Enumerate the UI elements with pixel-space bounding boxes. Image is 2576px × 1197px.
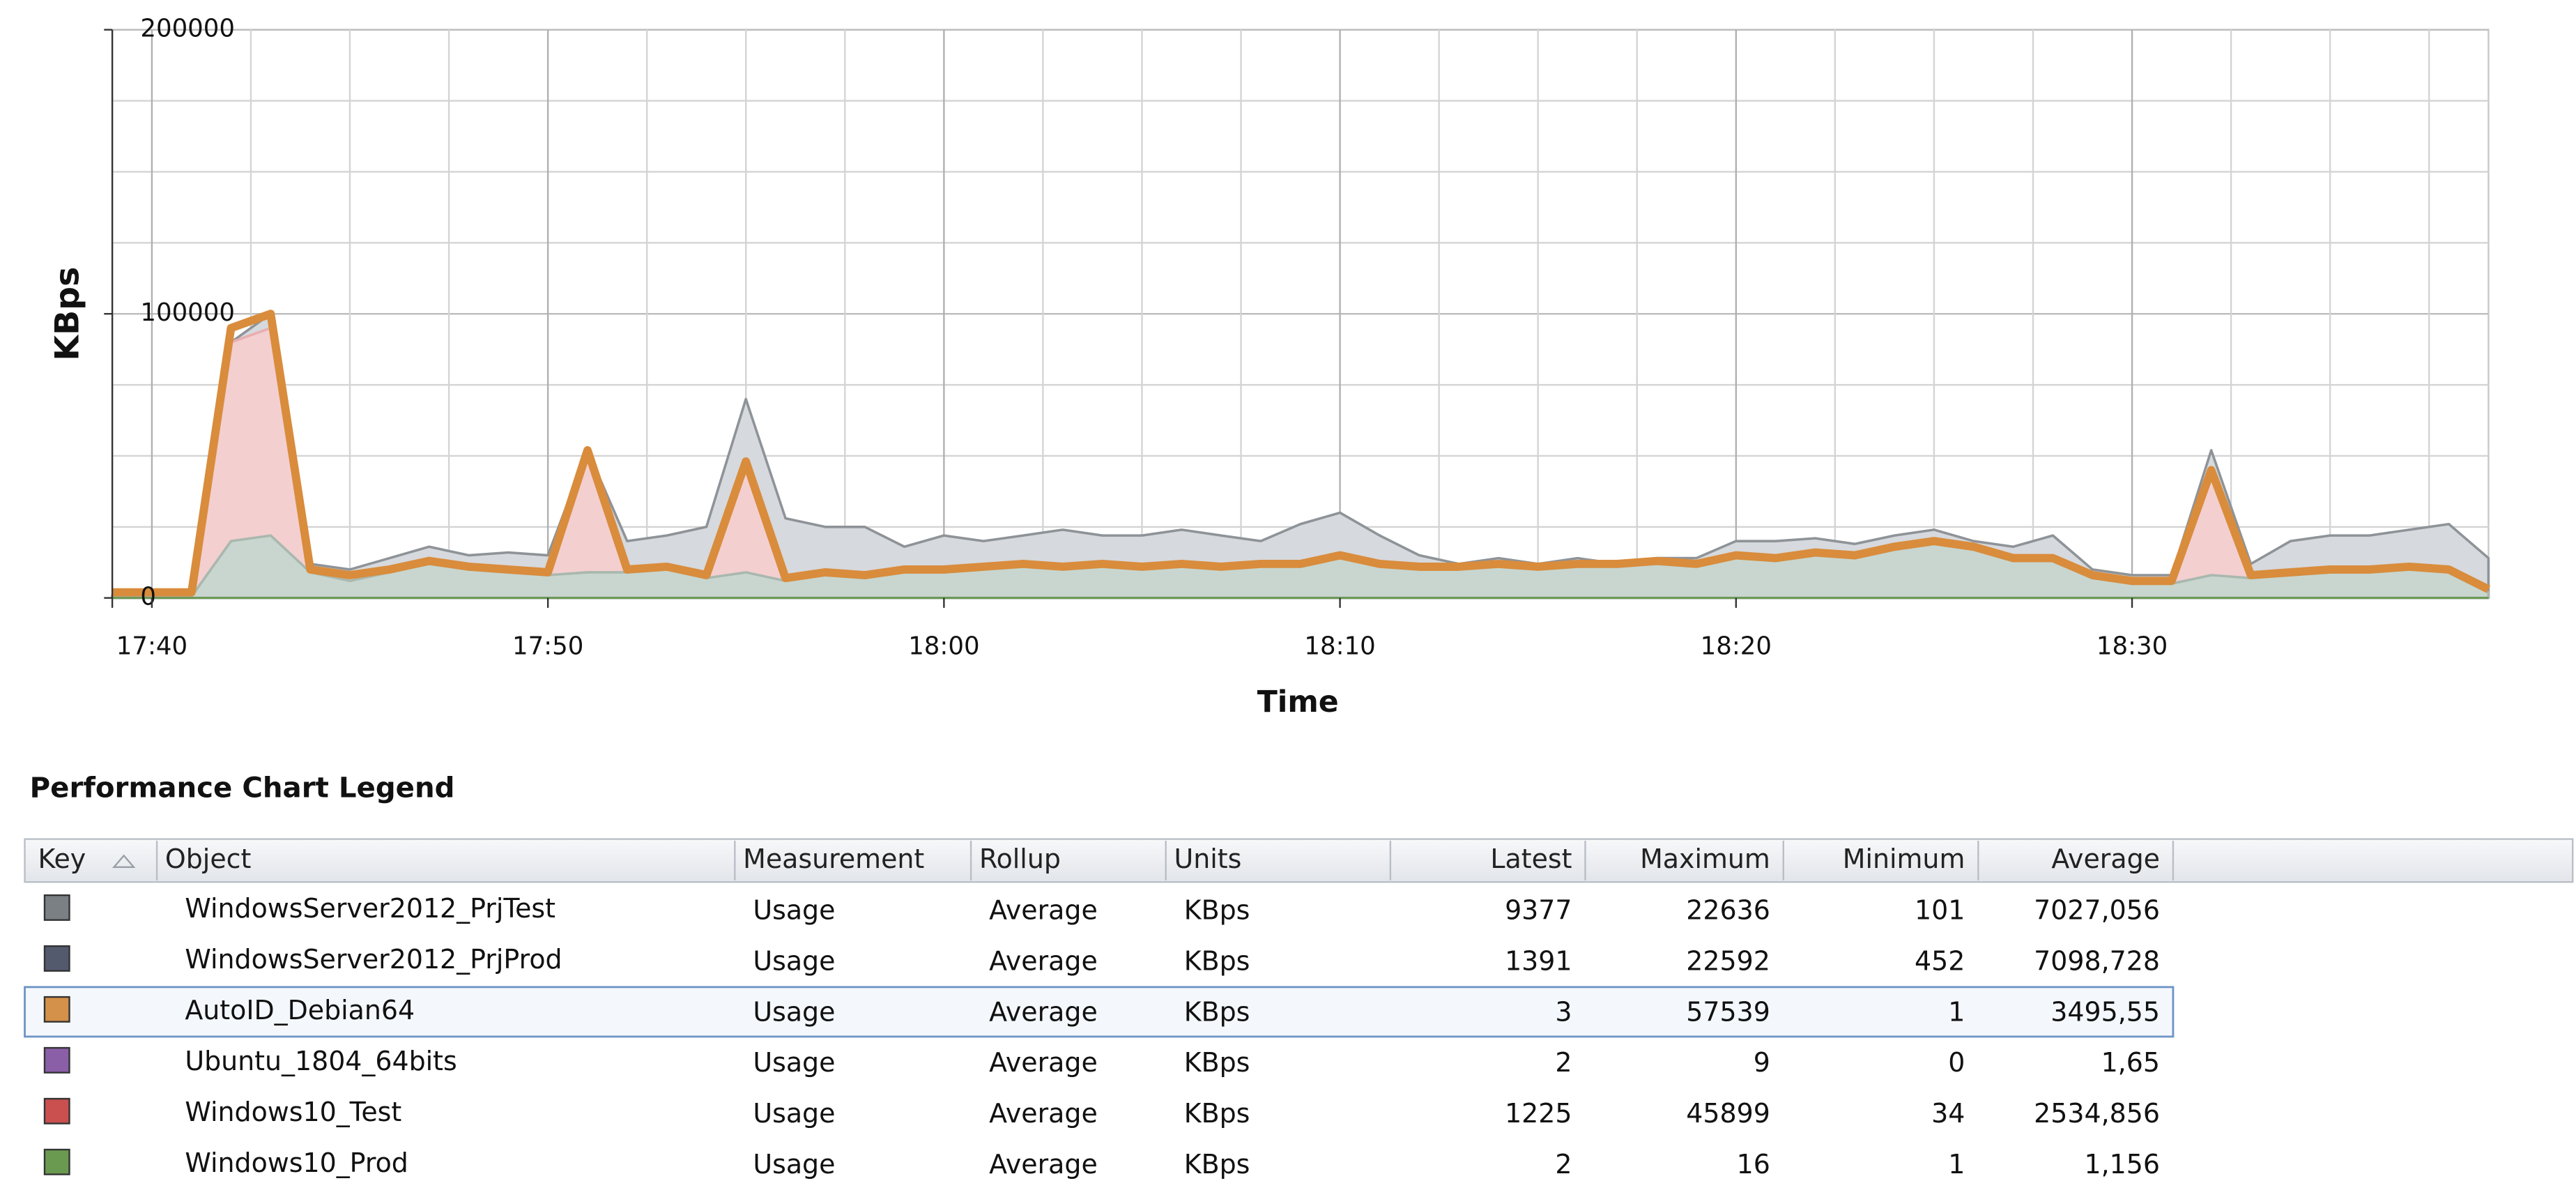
y-tick-label: 100000 bbox=[140, 298, 235, 327]
cell: 9 bbox=[1754, 1047, 1770, 1078]
legend-title: Performance Chart Legend bbox=[30, 772, 455, 805]
cell: Average bbox=[989, 996, 1098, 1027]
x-axis-label: Time bbox=[1257, 685, 1339, 719]
cell: Usage bbox=[753, 1047, 835, 1078]
column-header[interactable]: Latest bbox=[1490, 844, 1572, 874]
object-name[interactable]: WindowsServer2012_PrjProd bbox=[185, 944, 562, 975]
column-header[interactable]: Rollup bbox=[979, 844, 1061, 874]
cell: Average bbox=[989, 1047, 1098, 1078]
cell: 101 bbox=[1915, 894, 1965, 925]
column-header[interactable]: Average bbox=[2051, 844, 2160, 874]
cell: Average bbox=[989, 945, 1098, 976]
cell: Average bbox=[989, 1098, 1098, 1129]
cell: 1 bbox=[1948, 996, 1965, 1027]
column-header[interactable]: Units bbox=[1174, 844, 1242, 874]
object-name[interactable]: Ubuntu_1804_64bits bbox=[185, 1046, 457, 1076]
cell: KBps bbox=[1184, 1098, 1250, 1129]
y-axis-label: KBps bbox=[49, 267, 87, 361]
cell: 22636 bbox=[1686, 894, 1770, 925]
object-name[interactable]: Windows10_Prod bbox=[185, 1148, 408, 1178]
x-tick-label: 18:10 bbox=[1304, 632, 1375, 661]
cell: KBps bbox=[1184, 945, 1250, 976]
cell: KBps bbox=[1184, 1047, 1250, 1078]
cell: 9377 bbox=[1505, 894, 1572, 925]
x-tick-label: 18:30 bbox=[2096, 632, 2168, 661]
table-header bbox=[24, 838, 2574, 883]
cell: 1391 bbox=[1505, 945, 1572, 976]
cell: 1 bbox=[1948, 1149, 1965, 1180]
key-swatch bbox=[43, 996, 70, 1023]
cell: Usage bbox=[753, 1149, 835, 1180]
cell: 45899 bbox=[1686, 1098, 1770, 1129]
cell: KBps bbox=[1184, 894, 1250, 925]
column-header[interactable]: Minimum bbox=[1843, 844, 1965, 874]
cell: Usage bbox=[753, 1098, 835, 1129]
object-name[interactable]: WindowsServer2012_PrjTest bbox=[185, 893, 555, 924]
cell: 0 bbox=[1948, 1047, 1965, 1078]
cell: 7098,728 bbox=[2034, 945, 2160, 976]
cell: 3495,55 bbox=[2050, 996, 2160, 1027]
cell: 452 bbox=[1915, 945, 1965, 976]
legend-table: Key Object Measurement Rollup Units Latest Max… bbox=[24, 838, 2574, 1180]
key-swatch bbox=[43, 1097, 70, 1124]
key-swatch bbox=[43, 1148, 70, 1175]
key-swatch bbox=[43, 1046, 70, 1074]
selected-row bbox=[24, 986, 2175, 1038]
y-tick-label: 200000 bbox=[140, 15, 235, 43]
cell: Usage bbox=[753, 996, 835, 1027]
cell: 3 bbox=[1555, 996, 1572, 1027]
object-name[interactable]: AutoID_Debian64 bbox=[185, 995, 415, 1026]
cell: 2534,856 bbox=[2034, 1098, 2160, 1129]
cell: 2 bbox=[1555, 1149, 1572, 1180]
cell: 1,65 bbox=[2101, 1047, 2160, 1078]
key-swatch bbox=[43, 945, 70, 972]
x-tick-label: 17:40 bbox=[116, 632, 187, 661]
cell: KBps bbox=[1184, 996, 1250, 1027]
cell: Average bbox=[989, 1149, 1098, 1180]
cell: 2 bbox=[1555, 1047, 1572, 1078]
x-tick-label: 18:20 bbox=[1701, 632, 1772, 661]
x-tick-label: 18:00 bbox=[908, 632, 979, 661]
column-header[interactable]: Key bbox=[38, 844, 86, 874]
column-header[interactable]: Measurement bbox=[743, 844, 924, 874]
cell: KBps bbox=[1184, 1149, 1250, 1180]
column-header[interactable]: Object bbox=[165, 844, 251, 874]
cell: 57539 bbox=[1686, 996, 1770, 1027]
x-tick-label: 17:50 bbox=[512, 632, 583, 661]
cell: 1,156 bbox=[2084, 1149, 2159, 1180]
cell: 22592 bbox=[1686, 945, 1770, 976]
cell: 7027,056 bbox=[2034, 894, 2160, 925]
sort-icon[interactable] bbox=[112, 854, 136, 869]
column-header[interactable]: Maximum bbox=[1640, 844, 1770, 874]
cell: 34 bbox=[1931, 1098, 1965, 1129]
cell: Usage bbox=[753, 894, 835, 925]
cell: Usage bbox=[753, 945, 835, 976]
cell: Average bbox=[989, 894, 1098, 925]
y-tick-label: 0 bbox=[140, 583, 156, 611]
plot-area: 0 100000 200000 17:40 17:50 18:00 18:10 18:20 18… bbox=[104, 15, 2491, 661]
object-name[interactable]: Windows10_Test bbox=[185, 1097, 401, 1127]
key-swatch bbox=[43, 894, 70, 921]
cell: 1225 bbox=[1505, 1098, 1572, 1129]
cell: 16 bbox=[1737, 1149, 1770, 1180]
line bbox=[112, 310, 2491, 597]
